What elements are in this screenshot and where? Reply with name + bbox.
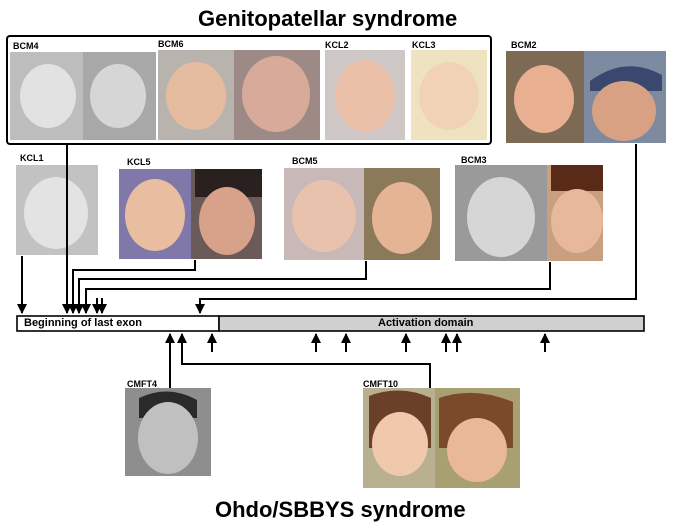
- patient-photo-bcm2: [506, 51, 666, 143]
- genitopatellar-title: Genitopatellar syndrome: [198, 6, 458, 31]
- arrow-kcl5: [68, 260, 196, 314]
- label-bcm4: BCM4: [13, 41, 39, 51]
- label-kcl1: KCL1: [20, 153, 44, 163]
- label-cmft10: CMFT10: [363, 379, 399, 389]
- label-kcl2: KCL2: [325, 40, 349, 50]
- patient-photo-kcl2: [325, 50, 405, 140]
- label-kcl3: KCL3: [412, 40, 436, 50]
- patient-photo-kcl5: [119, 169, 262, 259]
- label-bcm6: BCM6: [158, 39, 184, 49]
- patient-photo-bcm4: [10, 52, 156, 140]
- label-bcm3: BCM3: [461, 155, 487, 165]
- label-bcm2: BCM2: [511, 40, 537, 50]
- patient-photo-cmft4: [125, 388, 211, 476]
- ohdo-sbbys-title: Ohdo/SBBYS syndrome: [215, 497, 466, 522]
- gene-bar-label-activation-domain: Activation domain: [378, 317, 474, 329]
- gene-bar-label-last-exon: Beginning of last exon: [24, 317, 142, 329]
- patient-photo-cmft10: [363, 388, 520, 488]
- label-bcm5: BCM5: [292, 156, 318, 166]
- arrow-cmft10: [177, 333, 431, 388]
- arrow-bcm2: [195, 144, 637, 314]
- label-kcl5: KCL5: [127, 157, 151, 167]
- label-cmft4: CMFT4: [127, 379, 157, 389]
- patient-photo-bcm5: [284, 168, 440, 260]
- patient-photo-kcl1: [16, 165, 98, 255]
- arrow-bcm3: [81, 262, 551, 314]
- arrow-bcm5: [74, 261, 367, 314]
- gene-bar-activation-domain-segment: [218, 315, 645, 332]
- patient-photo-bcm3: [455, 165, 603, 261]
- patient-photo-kcl3: [411, 50, 487, 140]
- genitopatellar-group-box: [6, 35, 492, 145]
- patient-photo-bcm6: [158, 50, 320, 140]
